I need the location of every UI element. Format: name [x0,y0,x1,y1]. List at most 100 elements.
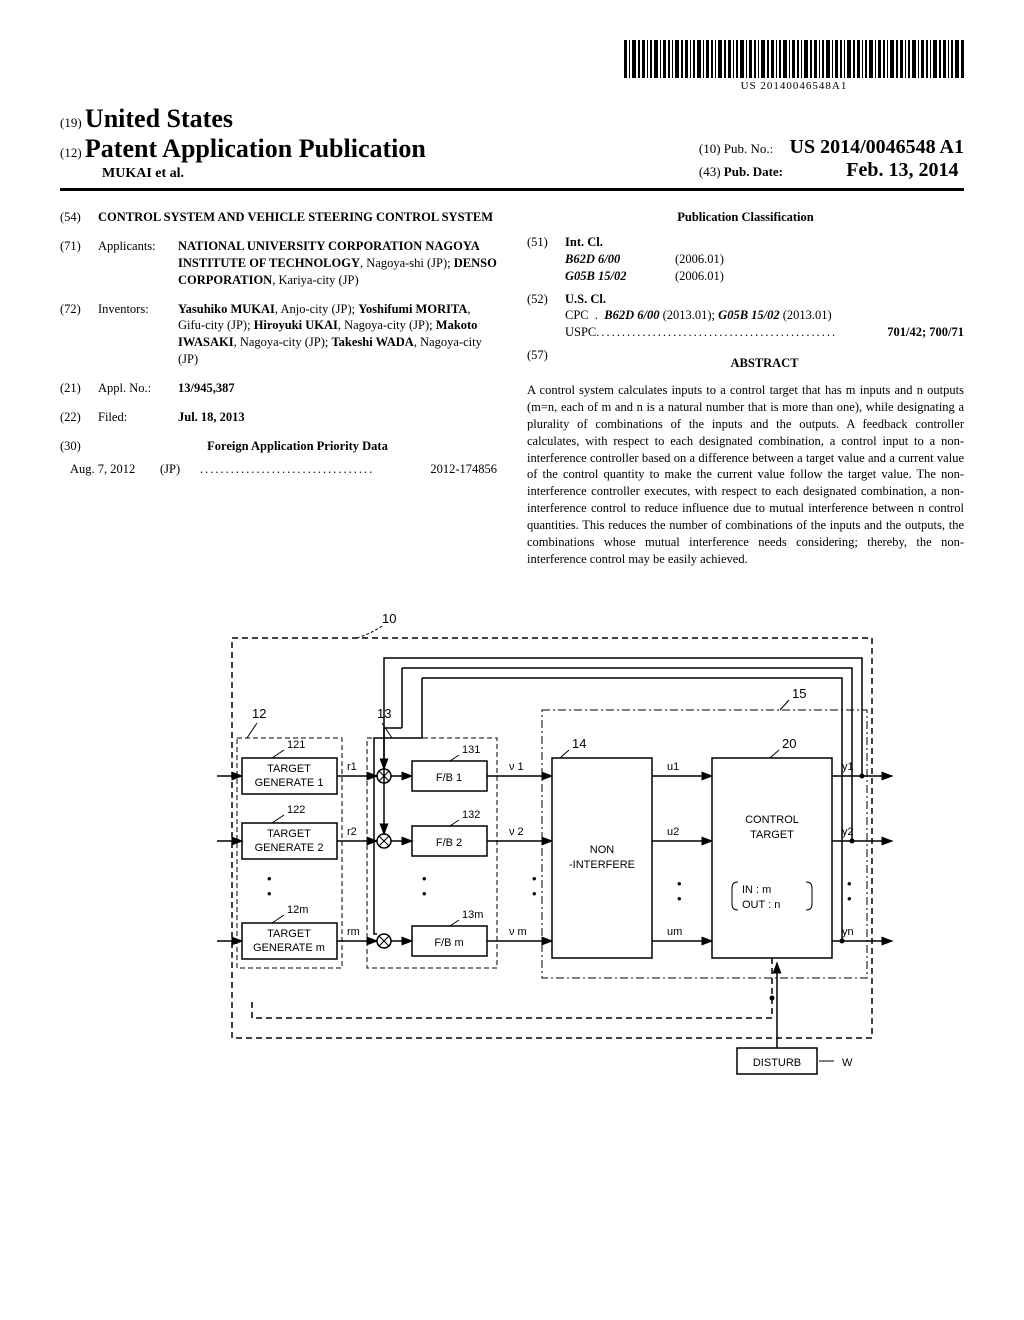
code-12: (12) [60,145,82,160]
ref-132: 132 [462,809,480,821]
svg-text:•: • [267,886,272,901]
inventors: Yasuhiko MUKAI, Anjo-city (JP); Yoshifum… [178,301,497,369]
label-applicants: Applicants: [98,238,178,289]
svg-text:OUT : n: OUT : n [742,899,780,911]
applicants: NATIONAL UNIVERSITY CORPORATION NAGOYA I… [178,238,497,289]
uspc-label: USPC [565,324,596,341]
code-43: (43) [699,164,721,179]
abstract-text: A control system calculates inputs to a … [527,382,964,568]
diagram: 10 12 121 TARGET GENERATE 1 122 TARGET G… [60,598,964,1083]
code-30: (30) [60,438,98,455]
svg-text:u2: u2 [667,826,679,838]
ref-131: 131 [462,744,480,756]
svg-text:yn: yn [842,926,854,938]
pubdate-label: Pub. Date: [724,164,783,179]
label-inventors: Inventors: [98,301,178,369]
svg-text:GENERATE m: GENERATE m [253,942,325,954]
code-22: (22) [60,409,98,426]
field-52: (52) U.S. Cl. CPC . B62D 6/00 (2013.01);… [527,291,964,342]
priority-title: Foreign Application Priority Data [98,438,497,455]
svg-text:•: • [422,886,427,901]
svg-text:GENERATE 2: GENERATE 2 [255,842,324,854]
svg-text:DISTURB: DISTURB [753,1057,801,1069]
svg-text:CONTROL: CONTROL [745,814,799,826]
svg-text:•: • [267,871,272,886]
ref-12: 12 [252,706,266,721]
code-19: (19) [60,115,82,130]
svg-text:F/B m: F/B m [434,937,463,949]
svg-text:um: um [667,926,682,938]
code-57: (57) [527,347,565,376]
code-72: (72) [60,301,98,369]
svg-text:ν 2: ν 2 [509,826,524,838]
svg-text:ν 1: ν 1 [509,761,524,773]
field-21: (21) Appl. No.: 13/945,387 [60,380,497,397]
priority-dots: .................................. [200,461,430,478]
barcode-text: US 20140046548A1 [624,80,964,92]
svg-text:TARGET: TARGET [267,928,311,940]
ref-10: 10 [382,611,396,626]
svg-text:W: W [842,1057,853,1069]
svg-text:•: • [532,886,537,901]
code-10: (10) [699,141,721,156]
header-country-line: (19) United States [60,104,964,134]
applno: 13/945,387 [178,380,497,397]
field-51: (51) Int. Cl. B62D 6/00 (2006.01) G05B 1… [527,234,964,285]
code-52: (52) [527,291,565,342]
ref-14: 14 [572,736,586,751]
svg-text:TARGET: TARGET [267,763,311,775]
svg-text:NON: NON [590,844,615,856]
svg-text:ν m: ν m [509,926,527,938]
priority-country: (JP) [160,461,200,478]
svg-text:rm: rm [347,926,360,938]
svg-text:u1: u1 [667,761,679,773]
ref-12m: 12m [287,904,308,916]
field-54: (54) CONTROL SYSTEM AND VEHICLE STEERING… [60,209,497,226]
title: CONTROL SYSTEM AND VEHICLE STEERING CONT… [98,209,497,226]
svg-text:F/B 1: F/B 1 [436,772,462,784]
field-30: (30) Foreign Application Priority Data [60,438,497,455]
ref-122: 122 [287,804,305,816]
abstract-title: ABSTRACT [565,355,964,372]
field-72: (72) Inventors: Yasuhiko MUKAI, Anjo-cit… [60,301,497,369]
priority-number: 2012-174856 [430,461,497,478]
intcl-row-0: B62D 6/00 (2006.01) [565,251,964,268]
pub-class-title: Publication Classification [527,209,964,226]
svg-text:r1: r1 [347,761,357,773]
field-71: (71) Applicants: NATIONAL UNIVERSITY COR… [60,238,497,289]
country: United States [85,104,233,133]
svg-text:•: • [677,876,682,891]
header-pubtype-line: (12) Patent Application Publication [60,134,426,164]
svg-text:TARGET: TARGET [267,828,311,840]
code-21: (21) [60,380,98,397]
cpc-row: CPC . B62D 6/00 (2013.01); G05B 15/02 (2… [565,307,964,324]
ref-13m: 13m [462,909,483,921]
intcl-code-0: B62D 6/00 [565,251,675,268]
pubno-label: Pub. No.: [724,141,773,156]
uscl-label: U.S. Cl. [565,291,964,308]
uspc-row: USPC ...................................… [565,324,964,341]
intcl-year-0: (2006.01) [675,251,964,268]
barcode: US 20140046548A1 [624,40,964,92]
pub-type: Patent Application Publication [85,134,426,163]
label-filed: Filed: [98,409,178,426]
uspc-dots: ........................................… [596,324,887,341]
svg-text:•: • [532,871,537,886]
pubno: US 2014/0046548 A1 [790,136,964,158]
field-22: (22) Filed: Jul. 18, 2013 [60,409,497,426]
two-columns: (54) CONTROL SYSTEM AND VEHICLE STEERING… [60,209,964,568]
svg-text:F/B 2: F/B 2 [436,837,462,849]
authors-line: MUKAI et al. [102,166,426,182]
svg-text:TARGET: TARGET [750,829,794,841]
svg-text:-INTERFERE: -INTERFERE [569,859,635,871]
svg-text:•: • [677,891,682,906]
priority-row: Aug. 7, 2012 (JP) ......................… [60,461,497,478]
code-51: (51) [527,234,565,285]
header: (19) United States (12) Patent Applicati… [60,104,964,182]
code-71: (71) [60,238,98,289]
svg-text:r2: r2 [347,826,357,838]
uspc-codes: 701/42; 700/71 [887,324,964,341]
ref-20: 20 [782,736,796,751]
right-column: Publication Classification (51) Int. Cl.… [527,209,964,568]
left-column: (54) CONTROL SYSTEM AND VEHICLE STEERING… [60,209,497,568]
